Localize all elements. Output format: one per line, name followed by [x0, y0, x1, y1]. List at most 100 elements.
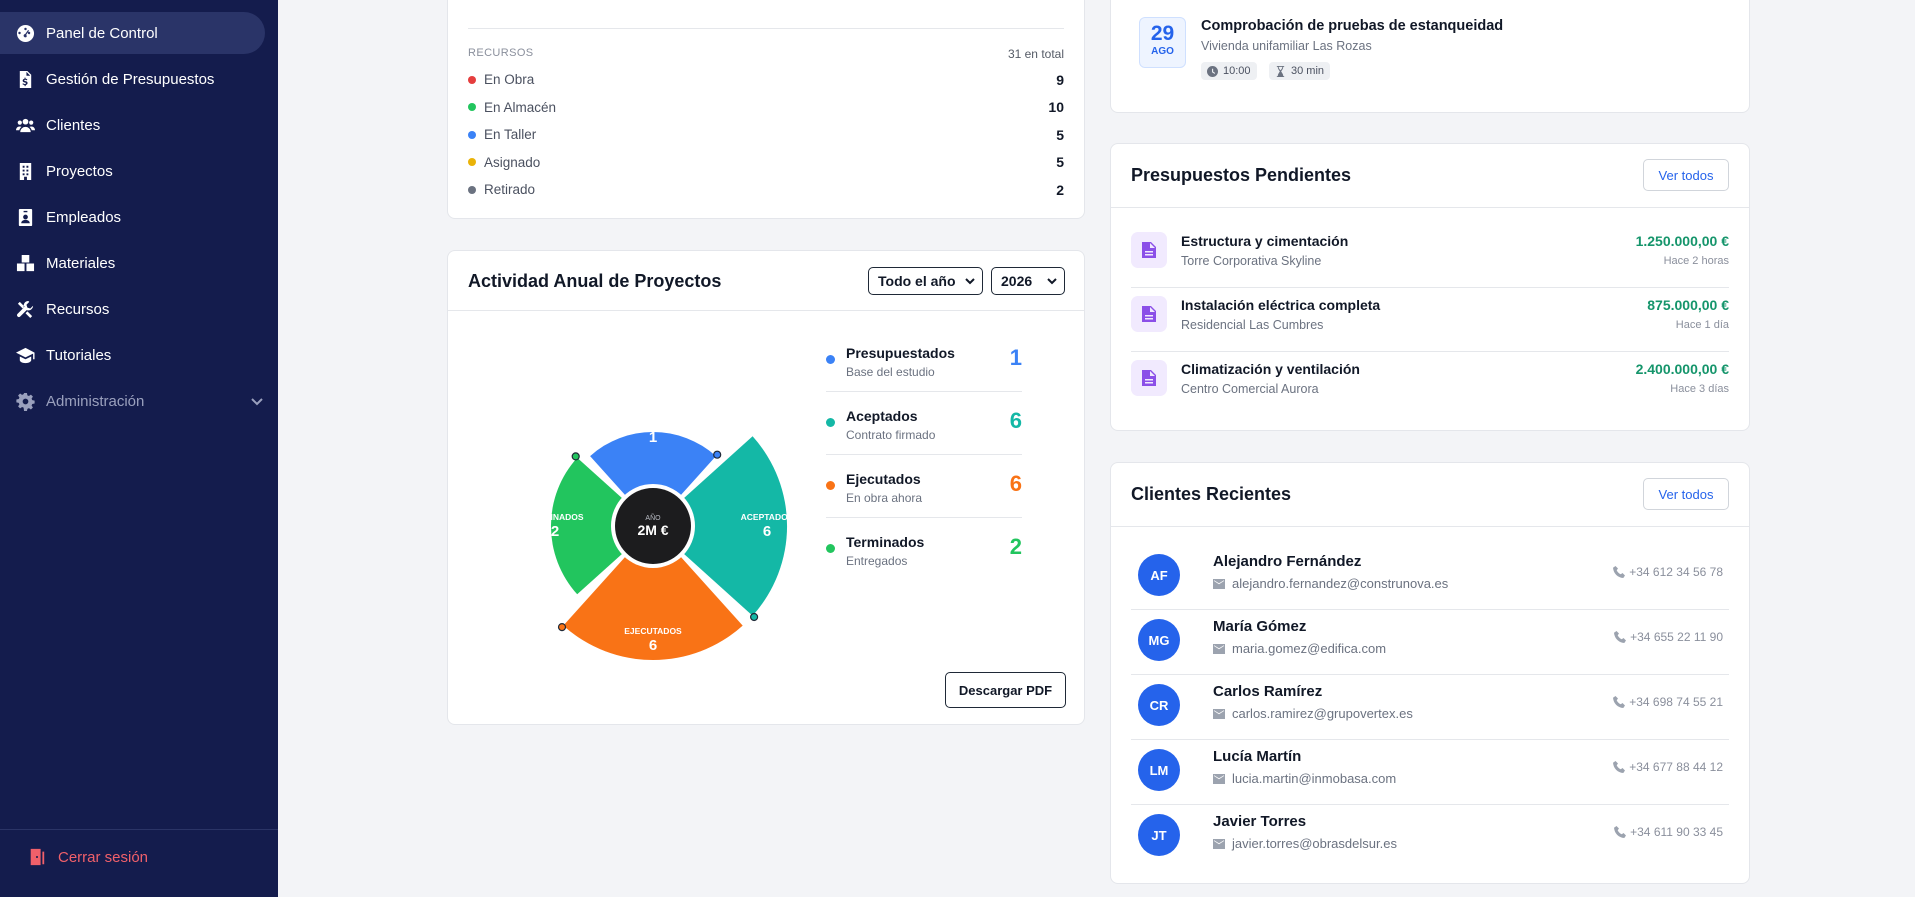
- period-select[interactable]: Todo el año: [868, 267, 983, 295]
- phone-icon: [1614, 826, 1627, 838]
- sidebar-item-empleados[interactable]: Empleados: [0, 196, 265, 238]
- client-email-text: javier.torres@obrasdelsur.es: [1232, 836, 1397, 851]
- budget-title: Climatización y ventilación: [1181, 361, 1360, 377]
- clock-icon: [1207, 65, 1218, 77]
- pie-slice-aceptados[interactable]: [653, 436, 788, 616]
- sidebar-item-label: Gestión de Presupuestos: [46, 70, 215, 88]
- year-select[interactable]: 2026: [991, 267, 1065, 295]
- slice-label: PRESUPUESTADOS: [612, 418, 694, 428]
- period-select-value: Todo el año: [878, 273, 956, 289]
- legend-sub: En obra ahora: [846, 491, 923, 505]
- client-email-text: lucia.martin@inmobasa.com: [1232, 771, 1397, 786]
- file-invoice-icon: [1131, 360, 1167, 396]
- sidebar-item-clientes[interactable]: Clientes: [0, 104, 265, 146]
- legend-name: Aceptados: [846, 408, 918, 424]
- pie-slice-ejecutados[interactable]: [563, 526, 743, 661]
- status-dot: [468, 185, 476, 194]
- client-email: lucia.martin@inmobasa.com: [1213, 771, 1396, 786]
- sidebar-item-gestion-presupuestos[interactable]: Gestión de Presupuestos: [0, 58, 265, 100]
- resource-label: En Almacén: [484, 99, 557, 115]
- budget-amount: 875.000,00 €: [1647, 297, 1729, 313]
- sidebar: Panel de Control Gestión de Presupuestos…: [0, 0, 278, 897]
- event-row[interactable]: 29 AGO Comprobación de pruebas de estanq…: [1111, 1, 1749, 101]
- activity-pie-chart: PRESUPUESTADOS1ACEPTADOS6EJECUTADOS6TERM…: [526, 418, 794, 661]
- resource-value: 2: [1056, 181, 1064, 198]
- sidebar-divider: [0, 829, 278, 830]
- envelope-icon: [1213, 708, 1225, 719]
- pie-slice-presupuestados[interactable]: [590, 431, 716, 526]
- event-time-chip: 10:00: [1201, 62, 1257, 80]
- legend-item: Ejecutados En obra ahora 6: [826, 455, 1022, 518]
- pending-title: Presupuestos Pendientes: [1131, 165, 1352, 185]
- sidebar-item-recursos[interactable]: Recursos: [0, 288, 265, 330]
- legend-name: Terminados: [846, 534, 925, 550]
- list-item[interactable]: Climatización y ventilación Centro Comer…: [1131, 352, 1729, 416]
- resource-row: En Obra 9: [468, 66, 1064, 94]
- file-invoice-icon: [1131, 232, 1167, 268]
- center-circle: [615, 488, 691, 564]
- sidebar-item-label: Recursos: [46, 300, 110, 318]
- avatar: JT: [1138, 814, 1180, 856]
- sidebar-item-label: Materiales: [46, 254, 116, 272]
- sidebar-item-administracion[interactable]: Administración: [0, 380, 265, 422]
- pie-slice-terminados[interactable]: [550, 457, 653, 595]
- resources-header-label: RECURSOS: [468, 47, 534, 59]
- budget-title: Estructura y cimentación: [1181, 233, 1349, 249]
- list-item[interactable]: Estructura y cimentación Torre Corporati…: [1131, 224, 1729, 288]
- list-item[interactable]: LM Lucía Martín lucia.martin@inmobasa.co…: [1131, 740, 1729, 805]
- status-dot: [468, 130, 476, 139]
- list-item[interactable]: Instalación eléctrica completa Residenci…: [1131, 288, 1729, 352]
- client-phone-text: +34 612 34 56 78: [1629, 565, 1723, 579]
- budget-time: Hace 2 horas: [1663, 255, 1729, 267]
- resource-row: En Taller 5: [468, 121, 1064, 149]
- resource-row: Asignado 5: [468, 149, 1064, 177]
- legend-item: Terminados Entregados 2: [826, 518, 1022, 581]
- budget-amount: 1.250.000,00 €: [1635, 233, 1729, 249]
- client-phone: +34 611 90 33 45: [1614, 825, 1723, 839]
- client-name: María Gómez: [1213, 618, 1307, 635]
- activity-legend: Presupuestados Base del estudio 1 Acepta…: [826, 329, 1022, 581]
- year-select-value: 2026: [1001, 273, 1033, 289]
- legend-item: Presupuestados Base del estudio 1: [826, 329, 1022, 392]
- slice-marker: [750, 612, 759, 622]
- logout-label: Cerrar sesión: [58, 848, 149, 866]
- clients-title: Clientes Recientes: [1131, 484, 1292, 504]
- sidebar-item-materiales[interactable]: Materiales: [0, 242, 265, 284]
- phone-icon: [1613, 761, 1626, 773]
- client-phone: +34 698 74 55 21: [1613, 695, 1723, 709]
- budget-client: Residencial Las Cumbres: [1181, 318, 1324, 332]
- client-email: javier.torres@obrasdelsur.es: [1213, 836, 1397, 851]
- list-item[interactable]: MG María Gómez maria.gomez@edifica.com +…: [1131, 610, 1729, 675]
- list-item[interactable]: JT Javier Torres javier.torres@obrasdels…: [1131, 805, 1729, 870]
- budget-title: Instalación eléctrica completa: [1181, 297, 1381, 313]
- resources-header: RECURSOS 31 en total: [468, 47, 1064, 61]
- view-all-budgets-button[interactable]: Ver todos: [1643, 159, 1729, 191]
- avatar: LM: [1138, 749, 1180, 791]
- client-phone-text: +34 611 90 33 45: [1630, 825, 1723, 839]
- slice-value: 6: [649, 637, 657, 654]
- client-name: Carlos Ramírez: [1213, 683, 1323, 700]
- sidebar-item-proyectos[interactable]: Proyectos: [0, 150, 265, 192]
- logout-button[interactable]: Cerrar sesión: [28, 848, 148, 866]
- sidebar-item-tutoriales[interactable]: Tutoriales: [0, 334, 265, 376]
- slice-label: TERMINADOS: [526, 512, 583, 522]
- sidebar-nav: Panel de Control Gestión de Presupuestos…: [0, 0, 278, 422]
- list-item[interactable]: CR Carlos Ramírez carlos.ramirez@grupove…: [1131, 675, 1729, 740]
- graduation-cap-icon: [14, 344, 36, 366]
- view-all-clients-button[interactable]: Ver todos: [1643, 478, 1729, 510]
- boxes-icon: [14, 252, 36, 274]
- legend-value: 1: [1009, 345, 1022, 370]
- legend-item: Aceptados Contrato firmado 6: [826, 392, 1022, 455]
- download-pdf-button[interactable]: Descargar PDF: [945, 672, 1066, 708]
- sidebar-item-label: Administración: [46, 392, 145, 410]
- sidebar-item-panel-de-control[interactable]: Panel de Control: [0, 12, 265, 54]
- phone-icon: [1613, 696, 1626, 708]
- client-phone: +34 655 22 11 90: [1614, 630, 1723, 644]
- tools-icon: [14, 298, 36, 320]
- status-dot: [468, 158, 476, 167]
- sidebar-item-label: Panel de Control: [46, 24, 158, 42]
- activity-card: Actividad Anual de Proyectos Todo el año…: [447, 250, 1085, 725]
- phone-icon: [1613, 566, 1626, 578]
- list-item[interactable]: AF Alejandro Fernández alejandro.fernand…: [1131, 545, 1729, 610]
- clients-header: Clientes Recientes Ver todos: [1111, 463, 1749, 527]
